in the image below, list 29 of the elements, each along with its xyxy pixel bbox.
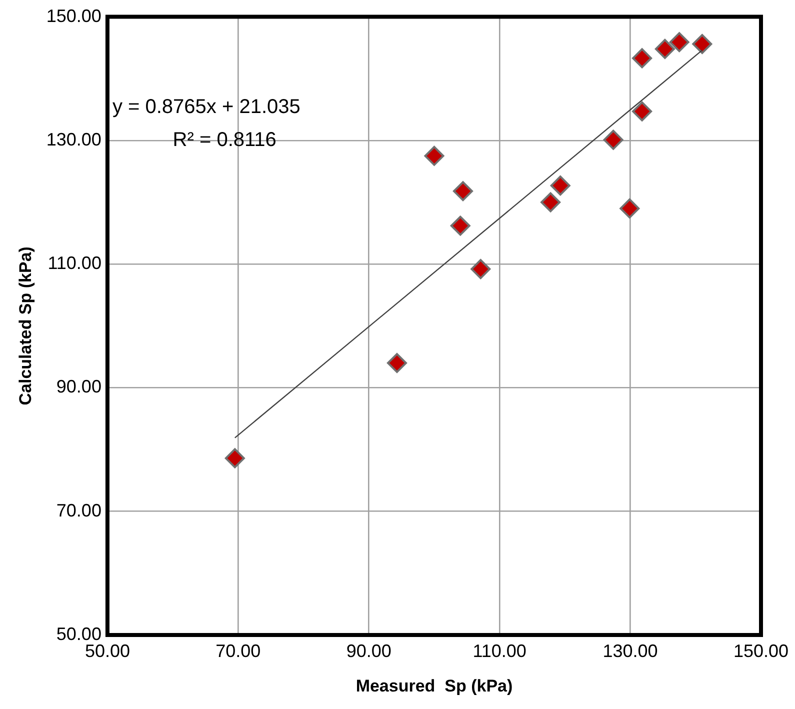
y-axis-title: Calculated Sp (kPa) [16,246,35,406]
y-tick-label: 110.00 [48,253,102,274]
x-tick-label: 150.00 [733,640,789,661]
y-tick-label: 150.00 [46,6,102,26]
point [550,176,570,196]
y-tick-label: 70.00 [56,500,102,520]
x-tick-label: 90.00 [346,640,392,661]
point [424,146,444,166]
point [450,216,470,236]
point [632,101,652,122]
x-tick-label: 70.00 [216,640,261,661]
x-axis-title: Measured Sp (kPa) [356,676,513,696]
point [470,259,491,280]
point [620,198,640,218]
point [224,448,245,468]
point [632,48,652,68]
point [452,181,473,202]
point [654,38,675,59]
y-tick-label: 130.00 [46,129,102,150]
x-tick-label: 130.00 [602,640,658,661]
point [540,192,561,212]
annotation: y = 0.8765x + 21.035 [112,96,300,118]
point [386,352,407,373]
annotation: R² = 0.8116 [172,129,276,152]
point [692,34,712,54]
x-tick-label: 110.00 [472,640,526,661]
point [603,130,624,150]
point [669,32,690,52]
y-tick-label: 90.00 [56,376,102,397]
